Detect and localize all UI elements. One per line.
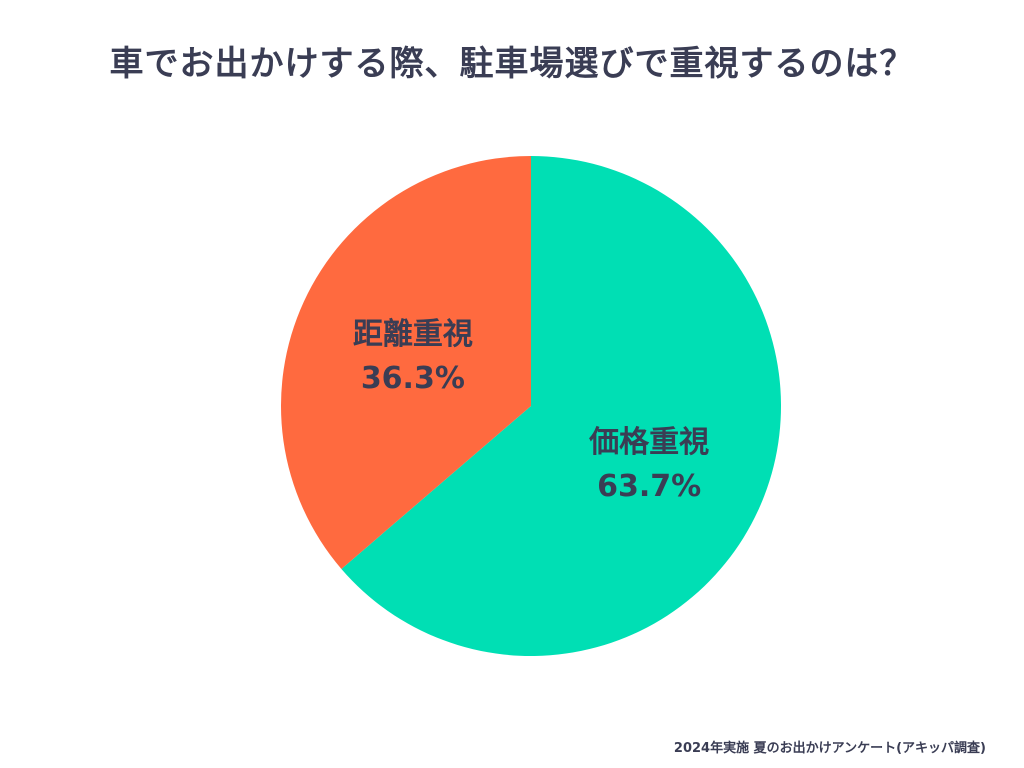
slice-value-label-2: 36.3% (361, 361, 465, 396)
pie-slice-2 (281, 156, 531, 569)
slice-label-2: 距離重視 (353, 317, 473, 352)
slice-value-label-1: 63.7% (597, 469, 701, 504)
source-note: 2024年実施 夏のお出かけアンケート(アキッパ調査) (673, 741, 986, 756)
pie-slice-1 (341, 156, 781, 656)
chart-title: 車でお出かけする際、駐車場選びで重視するのは？ (109, 44, 915, 84)
slice-label-1: 価格重視 (588, 425, 709, 460)
